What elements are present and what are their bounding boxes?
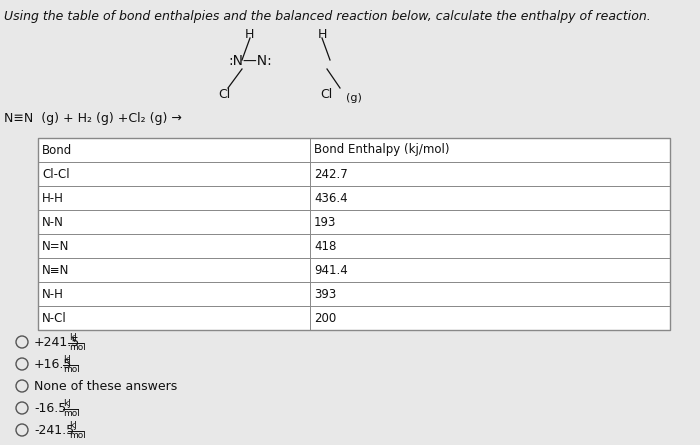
Text: N-N: N-N (42, 215, 64, 228)
Text: Bond Enthalpy (kj/mol): Bond Enthalpy (kj/mol) (314, 143, 449, 157)
Text: mol: mol (64, 364, 80, 373)
Bar (38, 138, 670, 330)
Text: N=N: N=N (42, 239, 69, 252)
Text: mol: mol (69, 343, 86, 352)
Text: kJ: kJ (69, 421, 77, 430)
Text: H: H (318, 28, 328, 41)
Text: 941.4: 941.4 (314, 263, 348, 276)
Text: kJ: kJ (64, 400, 71, 409)
Text: 242.7: 242.7 (314, 167, 348, 181)
Text: Cl: Cl (320, 88, 332, 101)
Text: 418: 418 (314, 239, 337, 252)
Text: H: H (245, 28, 254, 41)
Text: (g): (g) (346, 93, 362, 103)
Text: -16.5: -16.5 (34, 401, 66, 414)
Text: kJ: kJ (64, 356, 71, 364)
Text: Bond: Bond (42, 143, 72, 157)
Text: mol: mol (64, 409, 80, 417)
Text: N≡N: N≡N (42, 263, 69, 276)
Text: 193: 193 (314, 215, 337, 228)
Text: Using the table of bond enthalpies and the balanced reaction below, calculate th: Using the table of bond enthalpies and t… (4, 10, 651, 23)
Text: mol: mol (69, 430, 86, 440)
Text: None of these answers: None of these answers (34, 380, 177, 392)
Text: N-Cl: N-Cl (42, 312, 66, 324)
Text: -241.5: -241.5 (34, 424, 74, 437)
Text: H-H: H-H (42, 191, 64, 205)
Text: 200: 200 (314, 312, 336, 324)
Text: Cl: Cl (218, 88, 230, 101)
Text: +16.5: +16.5 (34, 357, 72, 371)
Text: N-H: N-H (42, 287, 64, 300)
Text: Cl-Cl: Cl-Cl (42, 167, 69, 181)
Text: :N—N:: :N—N: (228, 54, 272, 68)
Text: kJ: kJ (69, 333, 77, 343)
Text: +241.5: +241.5 (34, 336, 80, 348)
Text: N≡N  (g) + H₂ (g) +Cl₂ (g) →: N≡N (g) + H₂ (g) +Cl₂ (g) → (4, 112, 182, 125)
Text: 436.4: 436.4 (314, 191, 348, 205)
Text: 393: 393 (314, 287, 336, 300)
